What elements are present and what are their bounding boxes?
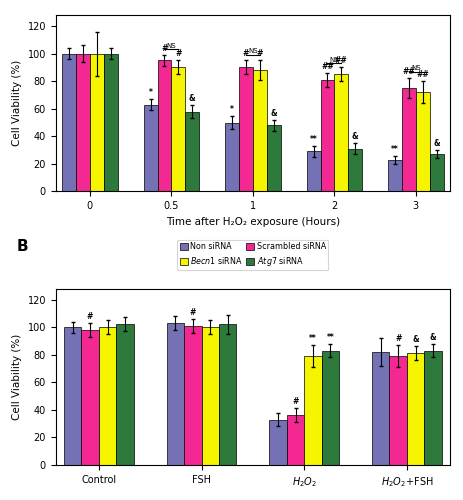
Bar — [321, 350, 338, 465]
Y-axis label: Cell Viability (%): Cell Viability (%) — [12, 334, 22, 420]
Text: ##: ## — [320, 62, 333, 71]
Bar — [304, 356, 321, 465]
Bar — [266, 126, 280, 192]
Text: **: ** — [326, 332, 333, 342]
Bar — [388, 356, 406, 465]
Legend: Non siRNA, $\it{Becn1}$ siRNA, Scrambled siRNA, $\it{Atg7}$ siRNA: Non siRNA, $\it{Becn1}$ siRNA, Scrambled… — [177, 240, 328, 270]
Bar — [90, 54, 104, 192]
Bar — [286, 416, 304, 465]
Text: ##: ## — [334, 56, 347, 66]
Text: ##: ## — [402, 68, 414, 76]
Text: #: # — [189, 308, 195, 317]
Bar — [347, 148, 361, 192]
Bar — [157, 60, 171, 192]
Bar — [185, 112, 199, 192]
X-axis label: Time after H₂O₂ exposure (Hours): Time after H₂O₂ exposure (Hours) — [165, 216, 339, 226]
Text: *: * — [148, 88, 152, 97]
Bar — [171, 68, 185, 192]
Bar — [201, 327, 219, 465]
Text: ##: ## — [415, 70, 428, 79]
Text: #: # — [256, 50, 263, 58]
Text: #: # — [161, 44, 167, 53]
Bar — [62, 54, 76, 192]
Text: NS: NS — [410, 65, 420, 71]
Bar — [415, 92, 429, 192]
Bar — [99, 327, 116, 465]
Y-axis label: Cell Viability (%): Cell Viability (%) — [12, 60, 22, 146]
Bar — [252, 70, 266, 192]
Bar — [238, 68, 252, 192]
Bar — [76, 54, 90, 192]
Bar — [388, 160, 401, 192]
Bar — [306, 152, 320, 192]
Text: **: ** — [308, 334, 316, 343]
Bar — [166, 323, 184, 465]
Bar — [334, 74, 347, 192]
Text: #: # — [394, 334, 400, 343]
Bar — [144, 104, 157, 192]
Bar — [269, 420, 286, 465]
Bar — [429, 154, 443, 192]
Text: **: ** — [309, 135, 317, 144]
Bar — [116, 324, 133, 465]
Bar — [64, 327, 81, 465]
Text: B: B — [16, 239, 28, 254]
Bar — [184, 326, 201, 465]
Bar — [371, 352, 388, 465]
Bar — [401, 88, 415, 192]
Text: &: & — [351, 132, 358, 141]
Text: &: & — [429, 332, 436, 342]
Text: &: & — [270, 108, 276, 118]
Text: #: # — [292, 398, 298, 406]
Bar — [424, 350, 441, 465]
Text: **: ** — [390, 144, 398, 154]
Text: NS: NS — [248, 48, 257, 54]
Text: &: & — [432, 139, 439, 148]
Bar — [225, 122, 238, 192]
Bar — [320, 80, 334, 192]
Text: #: # — [87, 312, 93, 321]
Text: #: # — [242, 50, 249, 58]
Text: NS: NS — [166, 43, 176, 49]
Bar — [219, 324, 236, 465]
Text: &: & — [412, 336, 418, 344]
Text: *: * — [230, 104, 233, 114]
Text: &: & — [188, 94, 195, 102]
Bar — [406, 354, 424, 465]
Text: NS: NS — [329, 56, 338, 62]
Bar — [104, 54, 117, 192]
Text: #: # — [175, 50, 181, 58]
Bar — [81, 330, 99, 465]
